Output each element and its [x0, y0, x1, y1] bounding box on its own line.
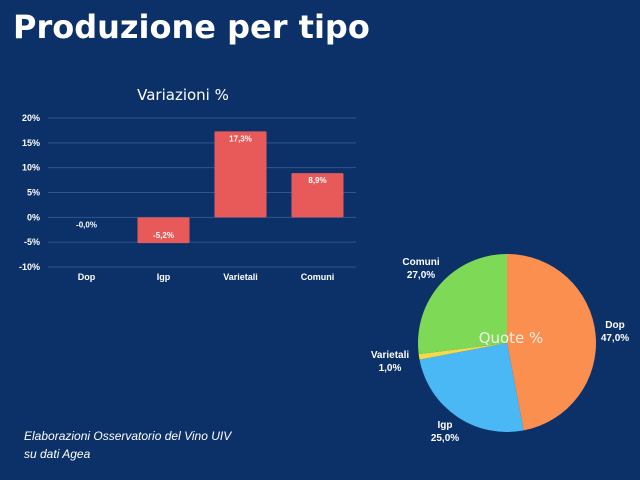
pie-slice-varietali	[418, 343, 507, 360]
pie-label-name: Varietali	[371, 350, 410, 361]
pie-slice-dop	[507, 254, 596, 431]
data-label: -5,2%	[153, 231, 174, 240]
data-label: -0,0%	[76, 220, 97, 229]
pie-label-name: Comuni	[402, 257, 439, 268]
y-tick-label: 0%	[27, 212, 40, 222]
pie-label-value: 47,0%	[601, 333, 629, 344]
pie-chart: Dop 47,0% Igp 25,0% Varietali 1,0% Comuni 27,0%…	[371, 254, 629, 444]
y-tick-label: -10%	[19, 262, 40, 272]
bar-igp	[137, 217, 190, 244]
pie-slice-igp	[419, 343, 524, 432]
bar-varietali	[214, 131, 267, 218]
pie-label-name: Igp	[438, 420, 453, 431]
pie-label-value: 1,0%	[379, 363, 402, 374]
bar-comuni	[291, 173, 344, 218]
y-tick-label: 5%	[27, 188, 40, 198]
y-tick-label: -5%	[24, 237, 40, 247]
x-tick-label: Igp	[157, 272, 171, 282]
x-tick-label: Comuni	[301, 272, 335, 282]
pie-label-value: 27,0%	[407, 270, 435, 281]
y-tick-label: 15%	[22, 138, 40, 148]
x-tick-label: Varietali	[223, 272, 258, 282]
bar-chart: Variazioni % 20% 15% 10% 5% 0% -5% -10% -0,0% Dop…	[19, 86, 356, 282]
source-note: Elaborazioni Osservatorio del Vino UIV s…	[24, 429, 232, 461]
data-label: 17,3%	[229, 134, 252, 143]
bar-chart-title: Variazioni %	[137, 86, 229, 104]
pie-label-name: Dop	[605, 320, 624, 331]
pie-chart-title: Quote %	[479, 329, 544, 347]
data-label: 8,9%	[308, 176, 326, 185]
page-title: Produzione per tipo	[13, 8, 370, 46]
pie-label-value: 25,0%	[431, 433, 459, 444]
y-tick-label: 10%	[22, 163, 40, 173]
y-tick-label: 20%	[22, 113, 40, 123]
pie-slice-comuni	[418, 254, 507, 355]
x-tick-label: Dop	[78, 272, 96, 282]
